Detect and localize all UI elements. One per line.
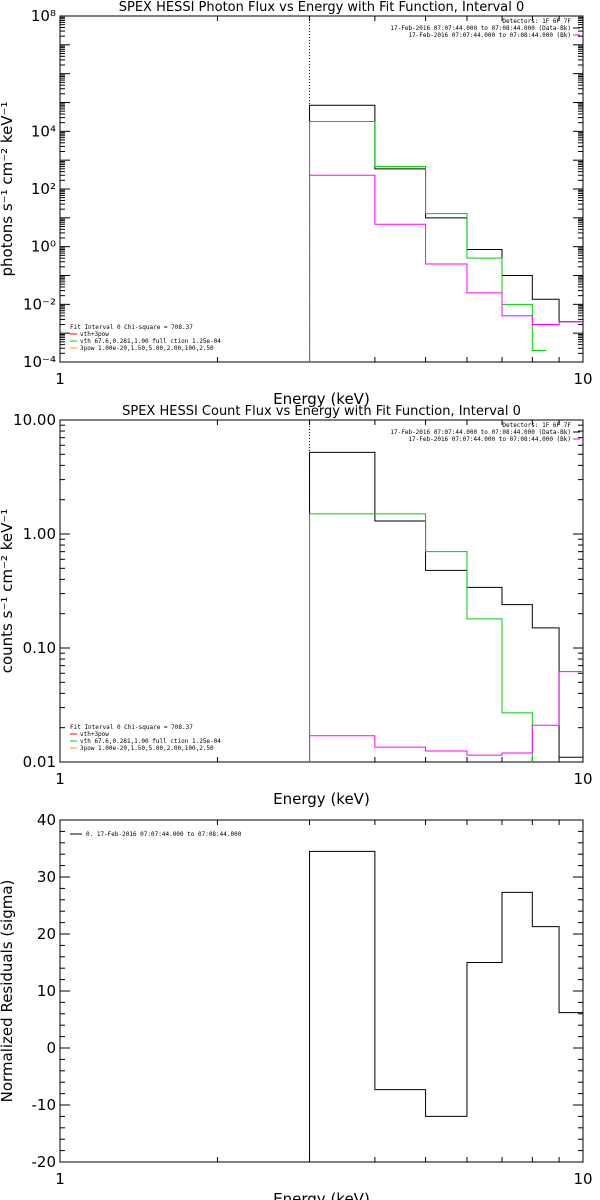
x-axis-label: Energy (keV)	[273, 390, 370, 408]
legend-right-entry: 17-Feb-2016 07:07:44.000 to 07:08:44.000…	[390, 429, 571, 436]
y-tick-label: 10²	[31, 180, 56, 198]
legend-left-entry: Fit Interval 0 Chi-square = 708.37	[70, 724, 193, 731]
legend-right-entry: Detectors: 1F 6F 7F	[502, 422, 571, 429]
legend-left-entry: 3pow 1.00e-20,1.50,5.00,2.00,100,2.50	[80, 745, 214, 752]
y-tick-label: -20	[32, 1153, 57, 1171]
panel-2: SPEX HESSI Count Flux vs Energy with Fit…	[0, 404, 593, 808]
y-tick-label: 1.00	[23, 525, 56, 543]
x-axis-label: Energy (keV)	[273, 790, 370, 808]
series-group	[309, 850, 583, 1162]
panel-1: SPEX HESSI Photon Flux vs Energy with Fi…	[0, 0, 593, 408]
legend-left-entry: vth+3pow	[80, 731, 109, 738]
y-tick-label: 10⁰	[31, 238, 56, 256]
x-tick-label: 1	[55, 370, 65, 388]
y-tick-label: -10	[32, 1096, 57, 1114]
y-tick-label: 0	[46, 1039, 56, 1057]
series-group	[309, 104, 583, 362]
y-axis-label: photons s⁻¹ cm⁻² keV⁻¹	[0, 102, 16, 277]
y-tick-label: 20	[37, 925, 56, 943]
series-line-1	[309, 104, 583, 362]
x-tick-label: 10	[573, 770, 592, 788]
x-tick-label: 10	[573, 1170, 592, 1188]
legend-left-entry: Fit Interval 0 Chi-square = 708.37	[70, 324, 193, 331]
plot-frame	[59, 15, 584, 363]
series-line-2	[309, 120, 547, 362]
legend-right-entry: 17-Feb-2016 07:07:44.000 to 07:08:44.000…	[408, 32, 571, 39]
x-tick-label: 10	[573, 370, 592, 388]
chart-title: SPEX HESSI Photon Flux vs Energy with Fi…	[119, 0, 525, 15]
series-group	[309, 451, 583, 762]
y-axis-label: Normalized Residuals (sigma)	[0, 880, 16, 1103]
legend-right-entry: 17-Feb-2016 07:07:44.000 to 07:08:44.000…	[390, 25, 571, 32]
series-line-1	[309, 451, 583, 762]
plot-frame	[59, 819, 584, 1163]
y-tick-label: 30	[37, 868, 56, 886]
y-tick-label: 40	[37, 811, 56, 829]
y-tick-label: 10⁻⁴	[23, 353, 56, 371]
legend-right-entry: 17-Feb-2016 07:07:44.000 to 07:08:44.000…	[408, 436, 571, 443]
panel-3: 1 10 Energy (keV) -20 -10 0 10 20 30 40 Normalized…	[0, 811, 593, 1200]
y-tick-label: 10⁻²	[23, 295, 56, 313]
x-tick-label: 1	[55, 1170, 65, 1188]
y-tick-label: 10⁴	[31, 122, 56, 140]
legend-left-entry: vth 67.6,0.281,1.00 full ction 1.25e-04	[80, 338, 221, 345]
y-tick-label: 0.10	[23, 639, 56, 657]
x-tick-label: 1	[55, 770, 65, 788]
legend-right-entry: Detectors: 1F 6F 7F	[502, 18, 571, 25]
series-line-3	[309, 174, 583, 362]
plot-frame	[59, 419, 584, 763]
y-tick-label: 10⁸	[31, 7, 56, 25]
legend-left-entry: vth+3pow	[80, 331, 109, 338]
legend-left-entry: 0. 17-Feb-2016 07:07:44.000 to 07:08:44.…	[86, 831, 242, 838]
y-axis-label: counts s⁻¹ cm⁻² keV⁻¹	[0, 509, 16, 674]
series-line-1	[309, 850, 583, 1162]
y-tick-label: 10.00	[13, 411, 56, 429]
x-axis-label: Energy (keV)	[273, 1190, 370, 1200]
y-tick-label: 0.01	[23, 753, 56, 771]
series-line-3	[309, 671, 583, 762]
legend-left-entry: 3pow 1.00e-20,1.50,5.00,2.00,100,2.50	[80, 345, 214, 352]
chart-title: SPEX HESSI Count Flux vs Energy with Fit…	[122, 404, 521, 419]
legend-left-entry: vth 67.6,0.281,1.00 full ction 1.25e-04	[80, 738, 221, 745]
series-line-2	[309, 513, 533, 762]
y-tick-label: 10	[37, 982, 56, 1000]
